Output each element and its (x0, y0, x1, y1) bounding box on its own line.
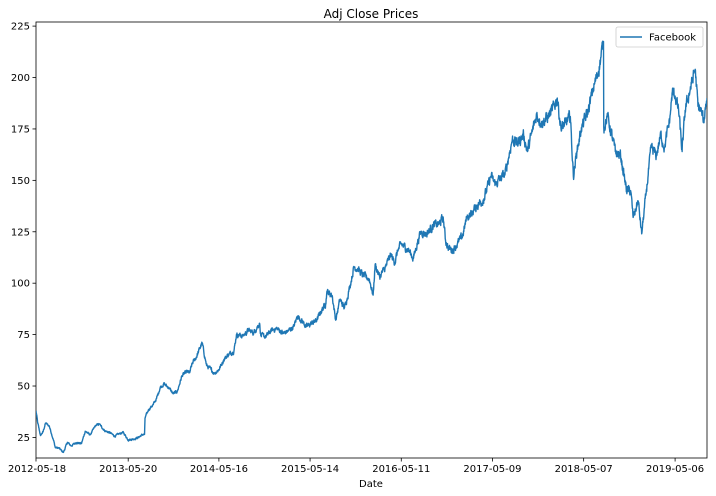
x-tick-label: 2016-05-11 (372, 464, 430, 475)
axes: 25 50 75 100 125 150 175 200 225 2012-05-18 2013-… (8, 21, 708, 475)
legend: Facebook (615, 26, 704, 48)
plot-area-frame (35, 21, 708, 459)
y-tick-label: 225 (11, 22, 30, 33)
series-layer (36, 40, 707, 454)
x-tick-label: 2018-05-07 (555, 464, 613, 475)
x-tick-label: 2013-05-20 (99, 464, 157, 475)
y-tick-label: 75 (17, 330, 30, 341)
y-tick-label: 100 (11, 279, 30, 290)
y-tick-label: 200 (11, 73, 30, 84)
y-tick-label: 125 (11, 227, 30, 238)
x-tick-label: 2017-05-09 (463, 464, 521, 475)
series-line-facebook (36, 40, 707, 454)
y-tick-label: 25 (17, 433, 30, 444)
x-tick-label: 2019-05-06 (646, 464, 704, 475)
y-tick-label: 50 (17, 382, 30, 393)
chart-title: Adj Close Prices (324, 7, 419, 21)
x-tick-label: 2015-05-14 (281, 464, 339, 475)
x-tick-label: 2014-05-16 (190, 464, 248, 475)
y-tick-label: 175 (11, 124, 30, 135)
y-axis: 25 50 75 100 125 150 175 200 225 (11, 22, 36, 444)
legend-label-facebook: Facebook (649, 33, 696, 44)
legend-box (615, 26, 704, 48)
x-axis-label: Date (359, 479, 383, 490)
x-axis: 2012-05-18 2013-05-20 2014-05-16 2015-05-14… (8, 458, 704, 475)
y-tick-label: 150 (11, 176, 30, 187)
x-tick-label: 2012-05-18 (8, 464, 66, 475)
